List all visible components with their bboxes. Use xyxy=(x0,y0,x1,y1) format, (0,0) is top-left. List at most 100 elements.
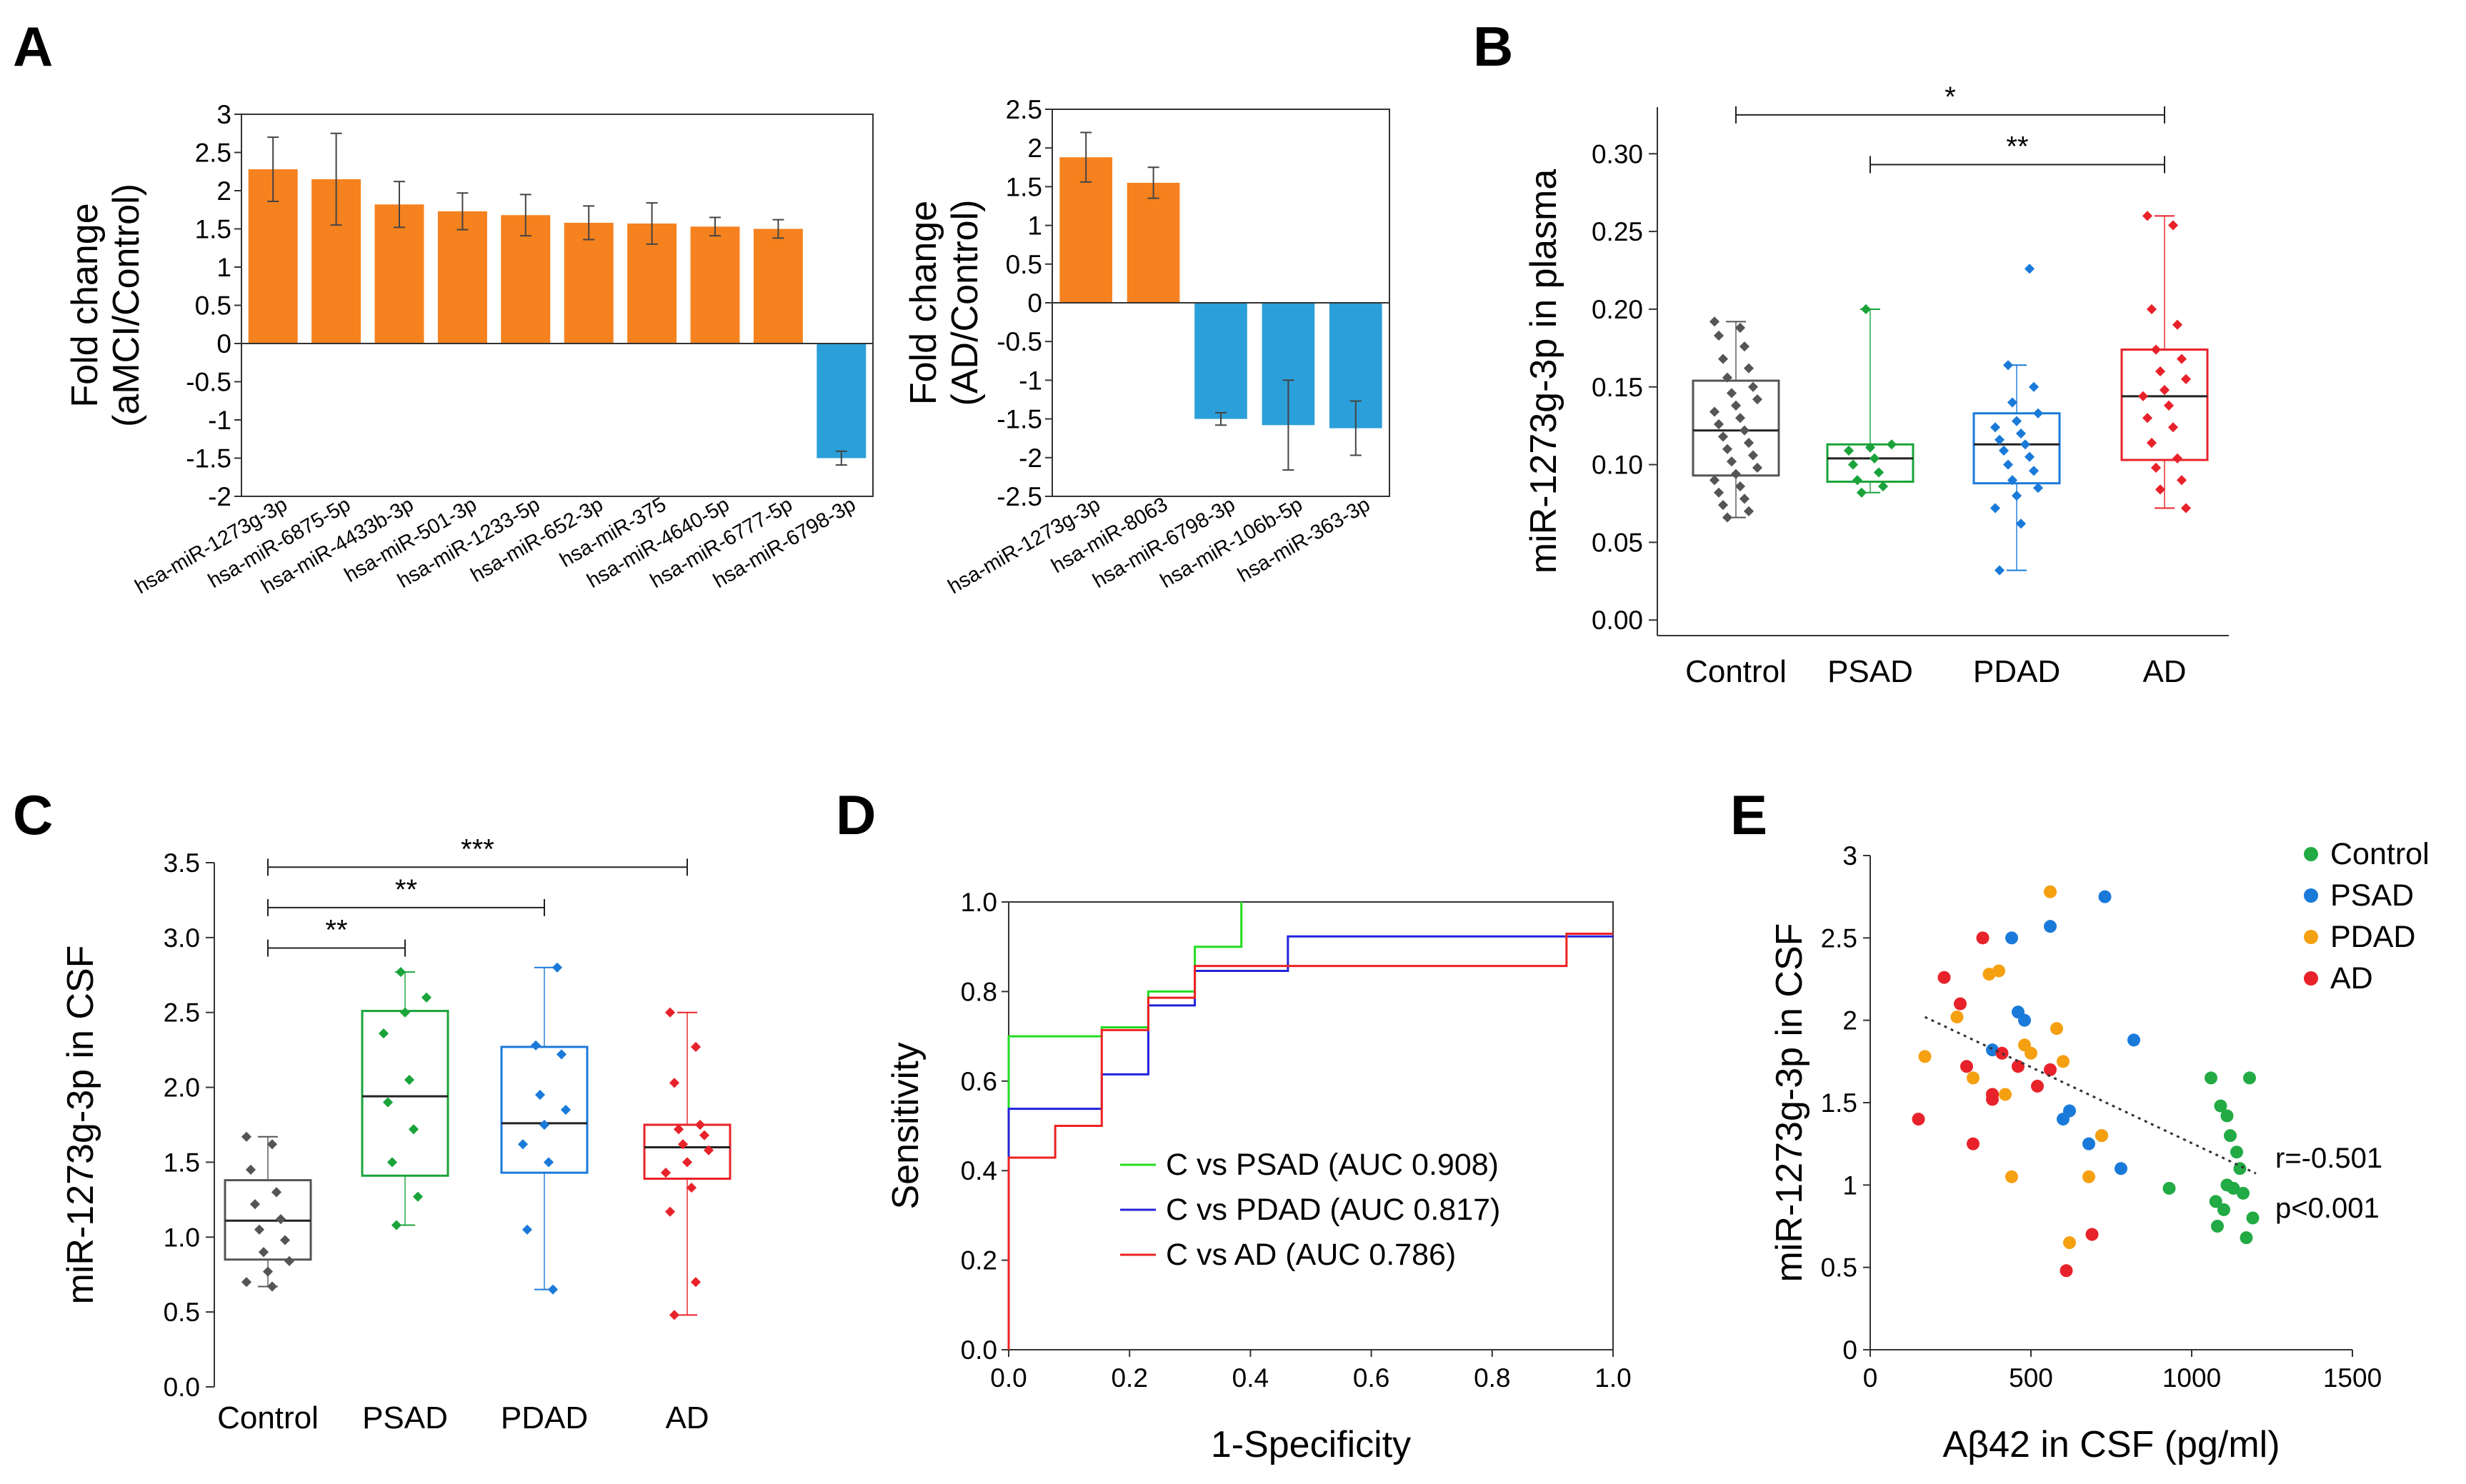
data-point xyxy=(2025,1046,2037,1060)
panel-b-chart: 0.00 0.05 0.10 0.15 0.20 0.25 0.30 miR-1273g-3p… xyxy=(1523,81,2229,689)
data-point xyxy=(551,962,563,973)
data-point xyxy=(1709,475,1720,486)
y-tick-label: 0.15 xyxy=(1592,373,1643,402)
data-point xyxy=(2095,1129,2108,1143)
data-point xyxy=(521,1224,533,1235)
y-tick-label: 0 xyxy=(1842,1335,1857,1365)
y-axis-label: miR-1273g-3p in CSF xyxy=(1769,923,1810,1283)
data-point xyxy=(1734,322,1746,334)
y-tick-label: 0.8 xyxy=(961,977,997,1006)
y-tick-label: -2 xyxy=(1019,443,1042,473)
data-point xyxy=(2018,1013,2031,1027)
y-tick-label: 2.5 xyxy=(1821,923,1857,953)
data-point xyxy=(412,1191,424,1202)
data-point xyxy=(1950,1011,1964,1024)
data-point xyxy=(686,1183,697,1193)
data-point xyxy=(2057,1055,2070,1068)
data-point xyxy=(2115,1162,2127,1175)
data-point xyxy=(266,1281,278,1292)
data-point xyxy=(245,1164,256,1175)
y-tick-label: 0 xyxy=(216,329,231,359)
data-point xyxy=(2217,1203,2230,1216)
y-axis-label-line1: Fold change xyxy=(903,201,944,405)
data-point xyxy=(2214,1099,2227,1113)
bar xyxy=(753,229,803,344)
data-point xyxy=(2142,211,2153,221)
category-label: Control xyxy=(217,1400,319,1435)
data-point xyxy=(1937,971,1951,984)
y-tick-label: -0.5 xyxy=(997,327,1042,356)
data-point xyxy=(1960,1060,1973,1073)
data-point xyxy=(1992,964,2005,978)
y-axis-label: miR-1273g-3p in CSF xyxy=(60,946,101,1305)
y-tick-label: 1.5 xyxy=(1821,1088,1857,1118)
category-label: PDAD xyxy=(501,1400,588,1435)
bar xyxy=(1194,303,1247,419)
panel-letter-c: C xyxy=(13,783,53,846)
data-point xyxy=(378,1028,389,1039)
data-point xyxy=(2209,1195,2222,1208)
data-point xyxy=(2012,1060,2025,1073)
data-point xyxy=(539,1119,550,1130)
box xyxy=(500,1046,589,1174)
data-point xyxy=(534,1089,546,1101)
significance-label: *** xyxy=(461,833,494,865)
bar xyxy=(817,344,867,458)
data-point xyxy=(262,1266,274,1277)
y-tick-label: 0 xyxy=(1027,289,1042,318)
data-point xyxy=(1709,316,1720,327)
data-point xyxy=(404,1075,415,1086)
correlation-r: r=-0.501 xyxy=(2275,1143,2382,1174)
x-tick-label: 0.0 xyxy=(990,1363,1027,1393)
legend-marker xyxy=(2304,847,2318,861)
data-point xyxy=(530,1040,541,1051)
data-point xyxy=(2005,931,2018,945)
data-point xyxy=(517,1139,529,1150)
data-point xyxy=(2063,1236,2076,1250)
legend-label: PSAD xyxy=(2330,878,2414,913)
data-point xyxy=(694,1119,706,1130)
data-point xyxy=(1743,506,1754,516)
data-point xyxy=(395,967,406,978)
data-point xyxy=(673,1124,684,1135)
data-point xyxy=(2005,1170,2018,1183)
data-point xyxy=(2085,1228,2099,1241)
bar xyxy=(1127,182,1180,303)
data-point xyxy=(2146,304,2157,315)
data-point xyxy=(699,1130,710,1140)
x-axis-label: Aβ42 in CSF (pg/ml) xyxy=(1942,1424,2280,1465)
y-tick-label: 0.0 xyxy=(164,1373,200,1402)
data-point xyxy=(1717,354,1729,364)
data-point xyxy=(266,1139,278,1150)
significance-label: ** xyxy=(2006,131,2028,163)
bar xyxy=(437,211,487,344)
data-point xyxy=(2246,1211,2260,1225)
data-point xyxy=(669,1078,680,1088)
category-label: Control xyxy=(1685,654,1787,689)
data-point xyxy=(382,1097,394,1108)
data-point xyxy=(2060,1264,2073,1278)
box xyxy=(2120,349,2209,461)
data-point xyxy=(1954,997,1967,1011)
category-label: AD xyxy=(2142,654,2186,689)
y-tick-label: 3 xyxy=(216,100,231,129)
data-point xyxy=(2028,381,2040,392)
data-point xyxy=(2155,484,2166,495)
y-tick-label: 0.0 xyxy=(961,1335,997,1365)
x-tick-label: 1.0 xyxy=(1594,1363,1631,1393)
data-point xyxy=(2220,1109,2234,1123)
data-point xyxy=(2230,1145,2243,1159)
data-point xyxy=(1722,512,1733,523)
data-point xyxy=(275,1214,286,1225)
panel-a-chart: 3 2.5 2 1.5 1 0.5 0 -0.5 -1 -1.5 -2 Fold change (aMC… xyxy=(64,100,874,598)
data-point xyxy=(1739,493,1750,504)
data-point xyxy=(1856,487,1867,498)
category-label: PSAD xyxy=(362,1400,448,1435)
data-point xyxy=(690,1041,702,1053)
y-tick-label: 1.5 xyxy=(1006,172,1042,201)
y-tick-label: 0.5 xyxy=(1821,1253,1857,1283)
data-point xyxy=(2044,920,2057,933)
data-point xyxy=(1990,503,2001,513)
y-tick-label: 2 xyxy=(1842,1006,1857,1036)
